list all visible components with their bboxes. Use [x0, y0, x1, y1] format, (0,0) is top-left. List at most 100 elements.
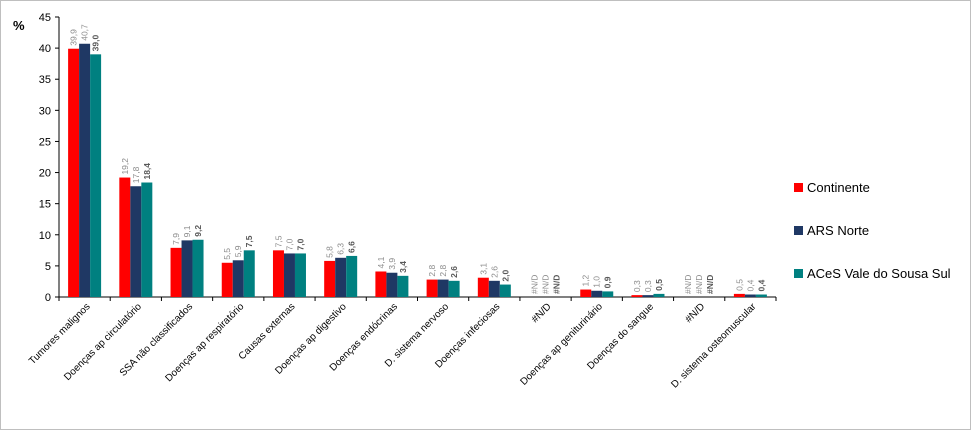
bar-continente — [119, 177, 131, 297]
bar-continente — [733, 293, 745, 297]
data-label: 5,5 — [222, 248, 232, 260]
legend: Continente ARS Norte ACeS Vale do Sousa Su… — [794, 180, 951, 281]
data-label: 3,9 — [387, 258, 397, 270]
bar-aces-vale-do-sousa-sul — [397, 275, 409, 297]
data-label: 9,2 — [193, 225, 203, 237]
y-tick-label: 35 — [39, 74, 51, 86]
data-label: 40,7 — [80, 24, 90, 41]
bar-ars-norte — [283, 253, 295, 297]
bar-continente — [580, 289, 592, 297]
data-label: 19,2 — [120, 158, 130, 175]
data-label: 18,4 — [142, 163, 152, 180]
data-label: 0,5 — [734, 279, 744, 291]
bar-aces-vale-do-sousa-sul — [602, 291, 614, 297]
legend-entry-label: ARS Norte — [807, 223, 869, 238]
data-label: 7,9 — [171, 233, 181, 245]
data-label: 0,4 — [745, 279, 755, 291]
data-label: 5,8 — [325, 246, 335, 258]
y-tick-label: 45 — [39, 12, 51, 24]
data-label: 17,8 — [131, 166, 141, 183]
data-label: 5,9 — [233, 245, 243, 257]
data-label: 3,1 — [478, 263, 488, 275]
data-label: #N/D — [541, 275, 551, 294]
y-tick-label: 30 — [39, 105, 51, 117]
data-label: 2,8 — [427, 264, 437, 276]
bar-continente — [324, 260, 336, 297]
legend-swatch — [794, 183, 803, 192]
data-label: 2,6 — [449, 266, 459, 278]
bar-ars-norte — [591, 290, 603, 297]
bar-aces-vale-do-sousa-sul — [499, 284, 511, 297]
bar-ars-norte — [130, 186, 142, 297]
data-label: #N/D — [705, 275, 715, 294]
category-label: Doenças ap geniturinário — [518, 301, 605, 388]
bar-continente — [68, 48, 80, 297]
bar-aces-vale-do-sousa-sul — [448, 280, 460, 297]
bar-aces-vale-do-sousa-sul — [141, 182, 153, 297]
data-label: 0,3 — [632, 280, 642, 292]
bar-aces-vale-do-sousa-sul — [755, 294, 767, 297]
bar-continente — [170, 247, 182, 297]
bar-aces-vale-do-sousa-sul — [90, 54, 102, 298]
data-label: #N/D — [552, 275, 562, 294]
data-label: #N/D — [694, 275, 704, 294]
data-label: 0,5 — [654, 279, 664, 291]
data-label: 0,9 — [603, 276, 613, 288]
bar-ars-norte — [744, 294, 756, 297]
legend-entry-label: Continente — [807, 180, 870, 195]
data-label: 1,2 — [581, 274, 591, 286]
data-label: 2,6 — [489, 266, 499, 278]
y-tick-label: 10 — [39, 230, 51, 242]
data-label: 4,1 — [376, 256, 386, 268]
bar-aces-vale-do-sousa-sul — [346, 255, 358, 297]
legend-entry-label: ACeS Vale do Sousa Sul — [807, 266, 951, 281]
data-label: 39,9 — [69, 29, 79, 46]
y-tick-label: 0 — [45, 292, 51, 304]
data-label: 6,6 — [347, 241, 357, 253]
bar-ars-norte — [232, 260, 244, 297]
y-tick-label: 20 — [39, 168, 51, 180]
bar-series-group — [68, 43, 767, 298]
legend-swatch — [794, 226, 803, 235]
bar-ars-norte — [488, 280, 500, 297]
bar-continente — [221, 262, 233, 297]
bar-ars-norte — [642, 295, 654, 297]
bar-continente — [477, 277, 489, 297]
y-tick-label: 25 — [39, 136, 51, 148]
data-labels-group: 39,9 40,739,019,217,8 18,47,99,1 9,25,5 5,97… — [69, 24, 767, 294]
bar-ars-norte — [335, 257, 347, 297]
data-label: 0,4 — [756, 279, 766, 291]
data-label: 9,1 — [182, 225, 192, 237]
data-label: 7,0 — [284, 238, 294, 250]
bar-aces-vale-do-sousa-sul — [192, 239, 204, 297]
bar-ars-norte — [79, 43, 91, 297]
bar-aces-vale-do-sousa-sul — [294, 253, 306, 297]
data-label: 1,0 — [592, 276, 602, 288]
bar-aces-vale-do-sousa-sul — [653, 293, 665, 297]
category-label: D. sistema osteomuscular — [669, 301, 759, 391]
bar-ars-norte — [181, 240, 193, 297]
bar-ars-norte — [437, 279, 449, 297]
data-label: 3,4 — [398, 261, 408, 273]
y-axis-unit-label: % — [13, 18, 25, 33]
bar-continente — [375, 271, 387, 297]
category-label: #N/D — [683, 301, 707, 325]
bar-continente — [426, 279, 438, 297]
data-label: 6,3 — [336, 243, 346, 255]
data-label: 7,5 — [244, 235, 254, 247]
bar-aces-vale-do-sousa-sul — [243, 250, 255, 297]
data-label: 2,0 — [500, 269, 510, 281]
data-label: 0,3 — [643, 280, 653, 292]
y-tick-label: 15 — [39, 199, 51, 211]
data-label: #N/D — [530, 275, 540, 294]
data-label: 2,8 — [438, 264, 448, 276]
data-label: 39,0 — [91, 35, 101, 52]
bar-ars-norte — [386, 272, 398, 297]
bar-continente — [631, 295, 643, 297]
bar-continente — [272, 250, 284, 297]
y-tick-label: 5 — [45, 261, 51, 273]
category-label: #N/D — [530, 301, 554, 325]
